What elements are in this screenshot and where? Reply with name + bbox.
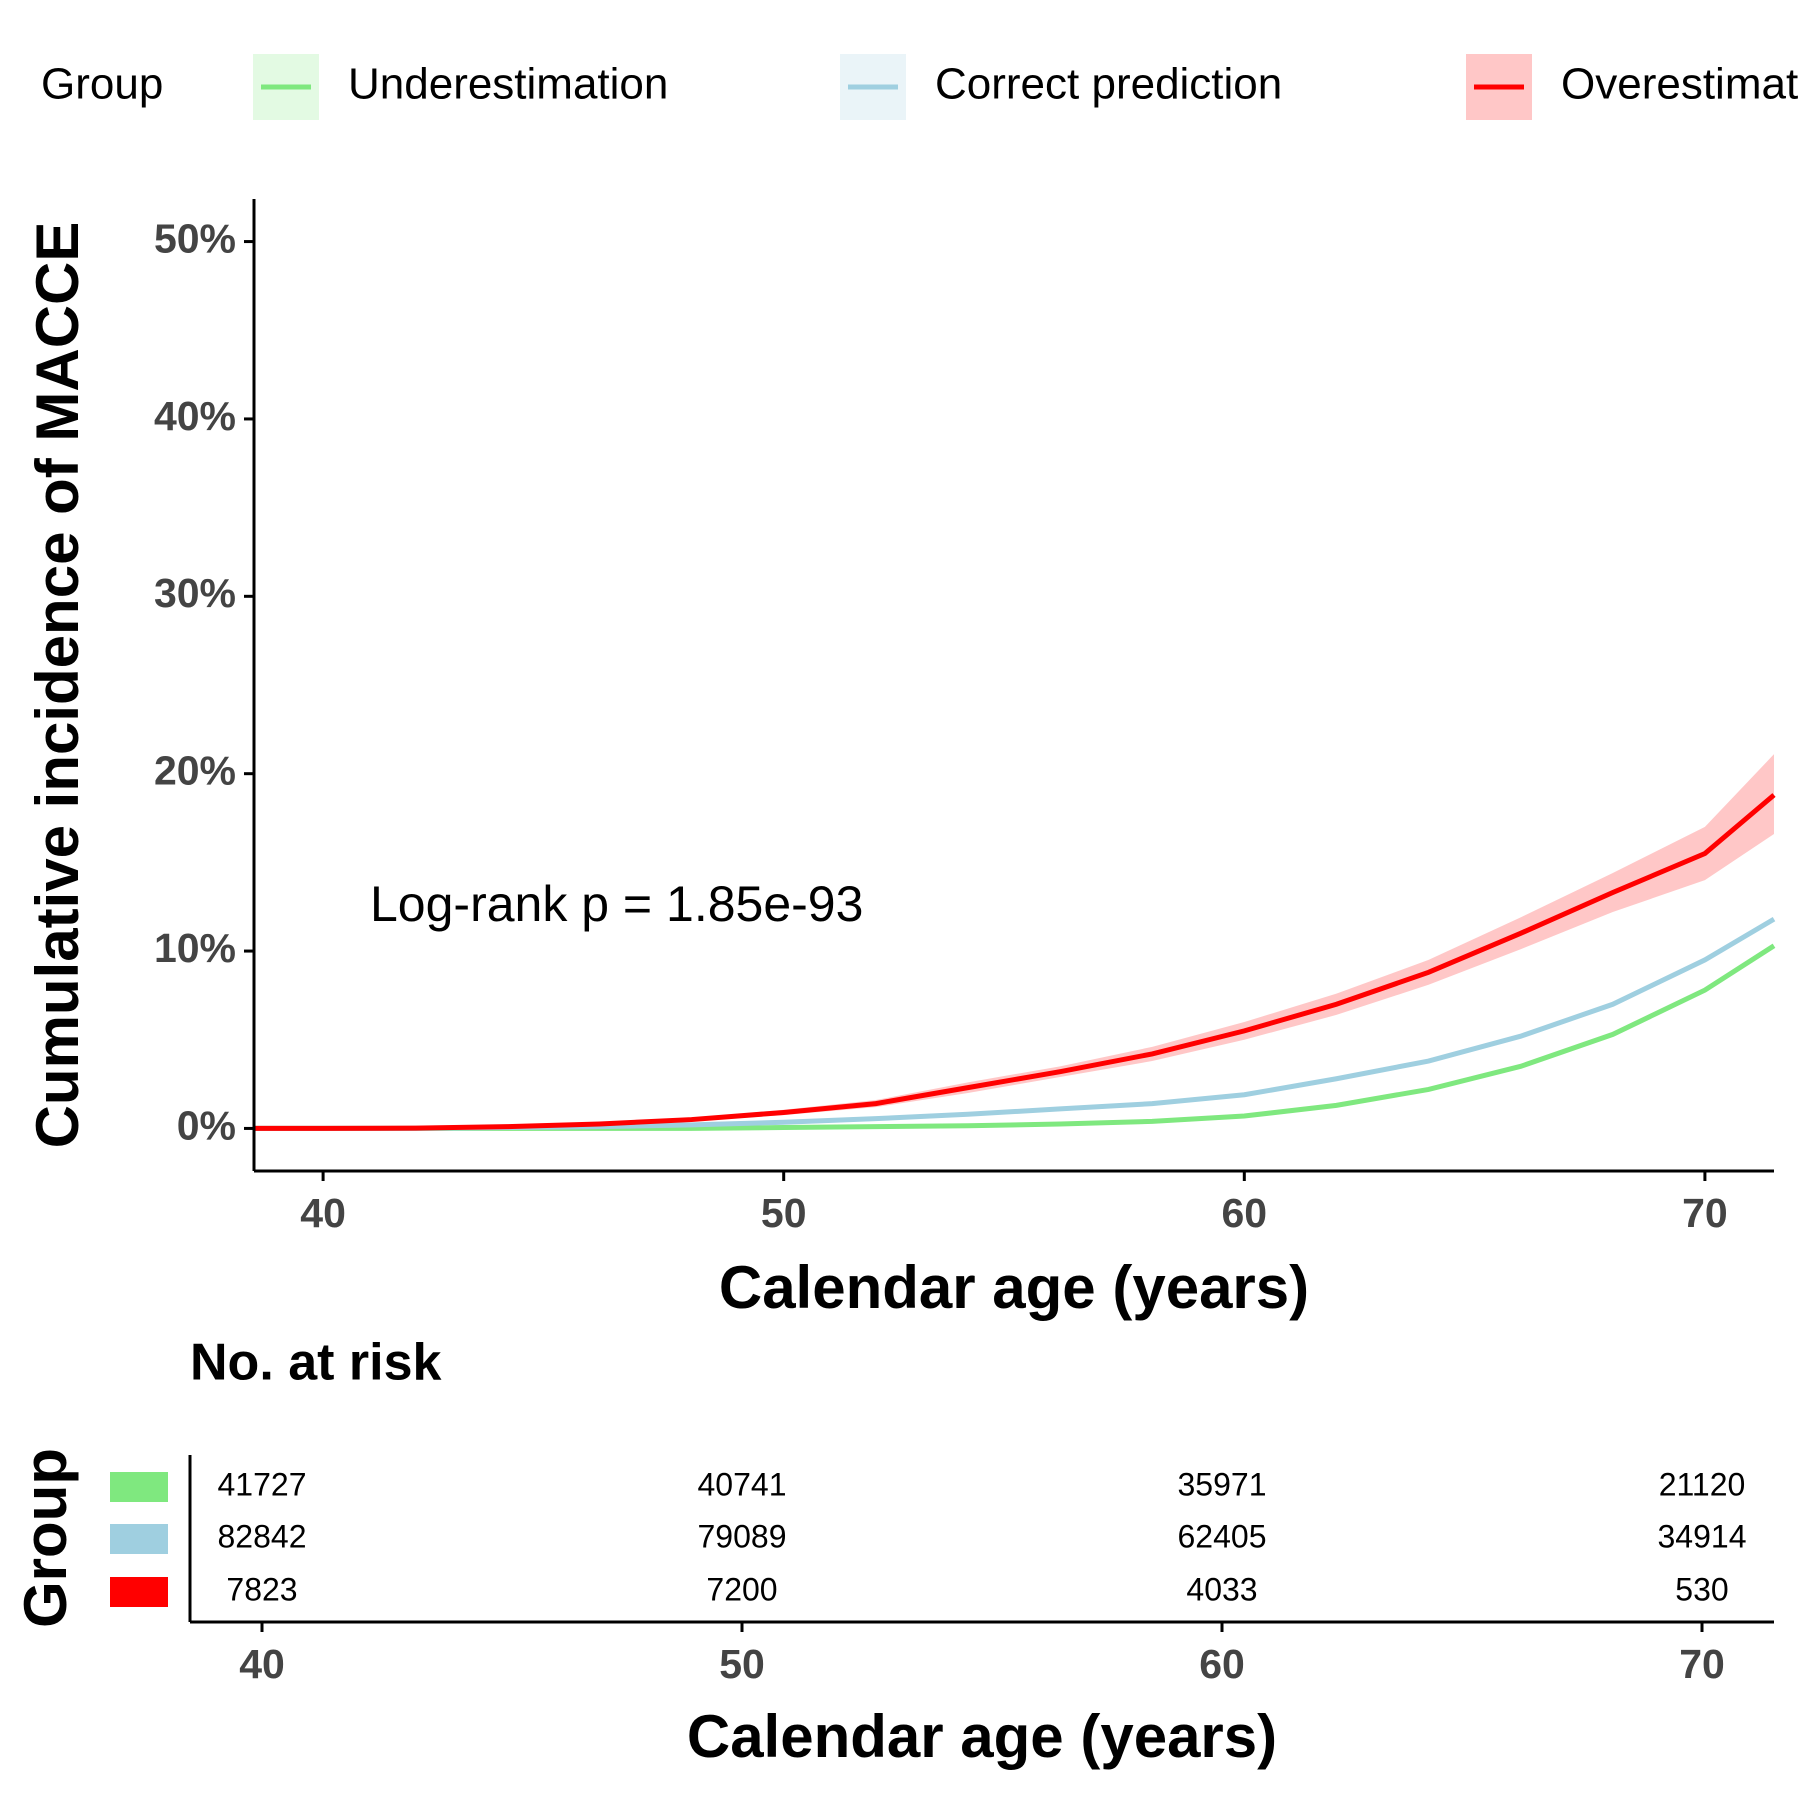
y-tick-label: 30%: [154, 570, 236, 616]
at-risk-count: 34914: [1658, 1518, 1747, 1554]
survival-line: [254, 916, 1776, 1131]
y-tick-label: 40%: [154, 393, 236, 439]
y-tick-label: 0%: [177, 1102, 236, 1148]
at-risk-count: 79089: [698, 1518, 787, 1554]
annotation: Log-rank p = 1.85e-93: [370, 876, 863, 932]
legend-label: Underestimation: [348, 60, 668, 109]
legend-title: Group: [41, 60, 163, 109]
group-color: [110, 1472, 168, 1502]
risk-table-y-title: Group: [12, 1448, 79, 1628]
at-risk-count: 4033: [1186, 1571, 1257, 1607]
y-axis-title: Cumulative incidence of MACCE: [24, 222, 91, 1149]
legend-label: Correct prediction: [935, 60, 1282, 109]
x-tick-label: 70: [1682, 1190, 1728, 1236]
at-risk-count: 21120: [1659, 1466, 1746, 1502]
x-tick-label: 40: [300, 1190, 346, 1236]
at-risk-count: 41727: [218, 1466, 307, 1502]
risk-table-title: No. at risk: [190, 1334, 441, 1392]
at-risk-count: 35971: [1178, 1466, 1267, 1502]
at-risk-count: 7200: [706, 1571, 777, 1607]
at-risk-count: 530: [1675, 1571, 1728, 1607]
x-tick-label: 50: [761, 1190, 807, 1236]
x-tick-label: 40: [239, 1641, 285, 1687]
confidence-band: [254, 754, 1774, 1129]
at-risk-count: 40741: [698, 1466, 787, 1502]
y-tick-label: 50%: [154, 215, 236, 261]
y-tick-label: 10%: [154, 925, 236, 971]
at-risk-count: 82842: [218, 1518, 307, 1554]
survival-line: [254, 793, 1776, 1131]
survival-line: [254, 943, 1776, 1131]
x-axis-title: Calendar age (years): [719, 1254, 1309, 1321]
y-tick-label: 20%: [154, 748, 236, 794]
x-tick-label: 50: [719, 1641, 765, 1687]
x-tick-label: 70: [1679, 1641, 1725, 1687]
x-tick-label: 60: [1221, 1190, 1267, 1236]
at-risk-count: 7823: [226, 1571, 297, 1607]
risk-table-x-title: Calendar age (years): [687, 1703, 1277, 1770]
legend-label: Overestimation: [1561, 60, 1800, 109]
group-color: [110, 1577, 168, 1607]
x-tick-label: 60: [1199, 1641, 1245, 1687]
at-risk-count: 62405: [1178, 1518, 1267, 1554]
group-color: [110, 1524, 168, 1554]
